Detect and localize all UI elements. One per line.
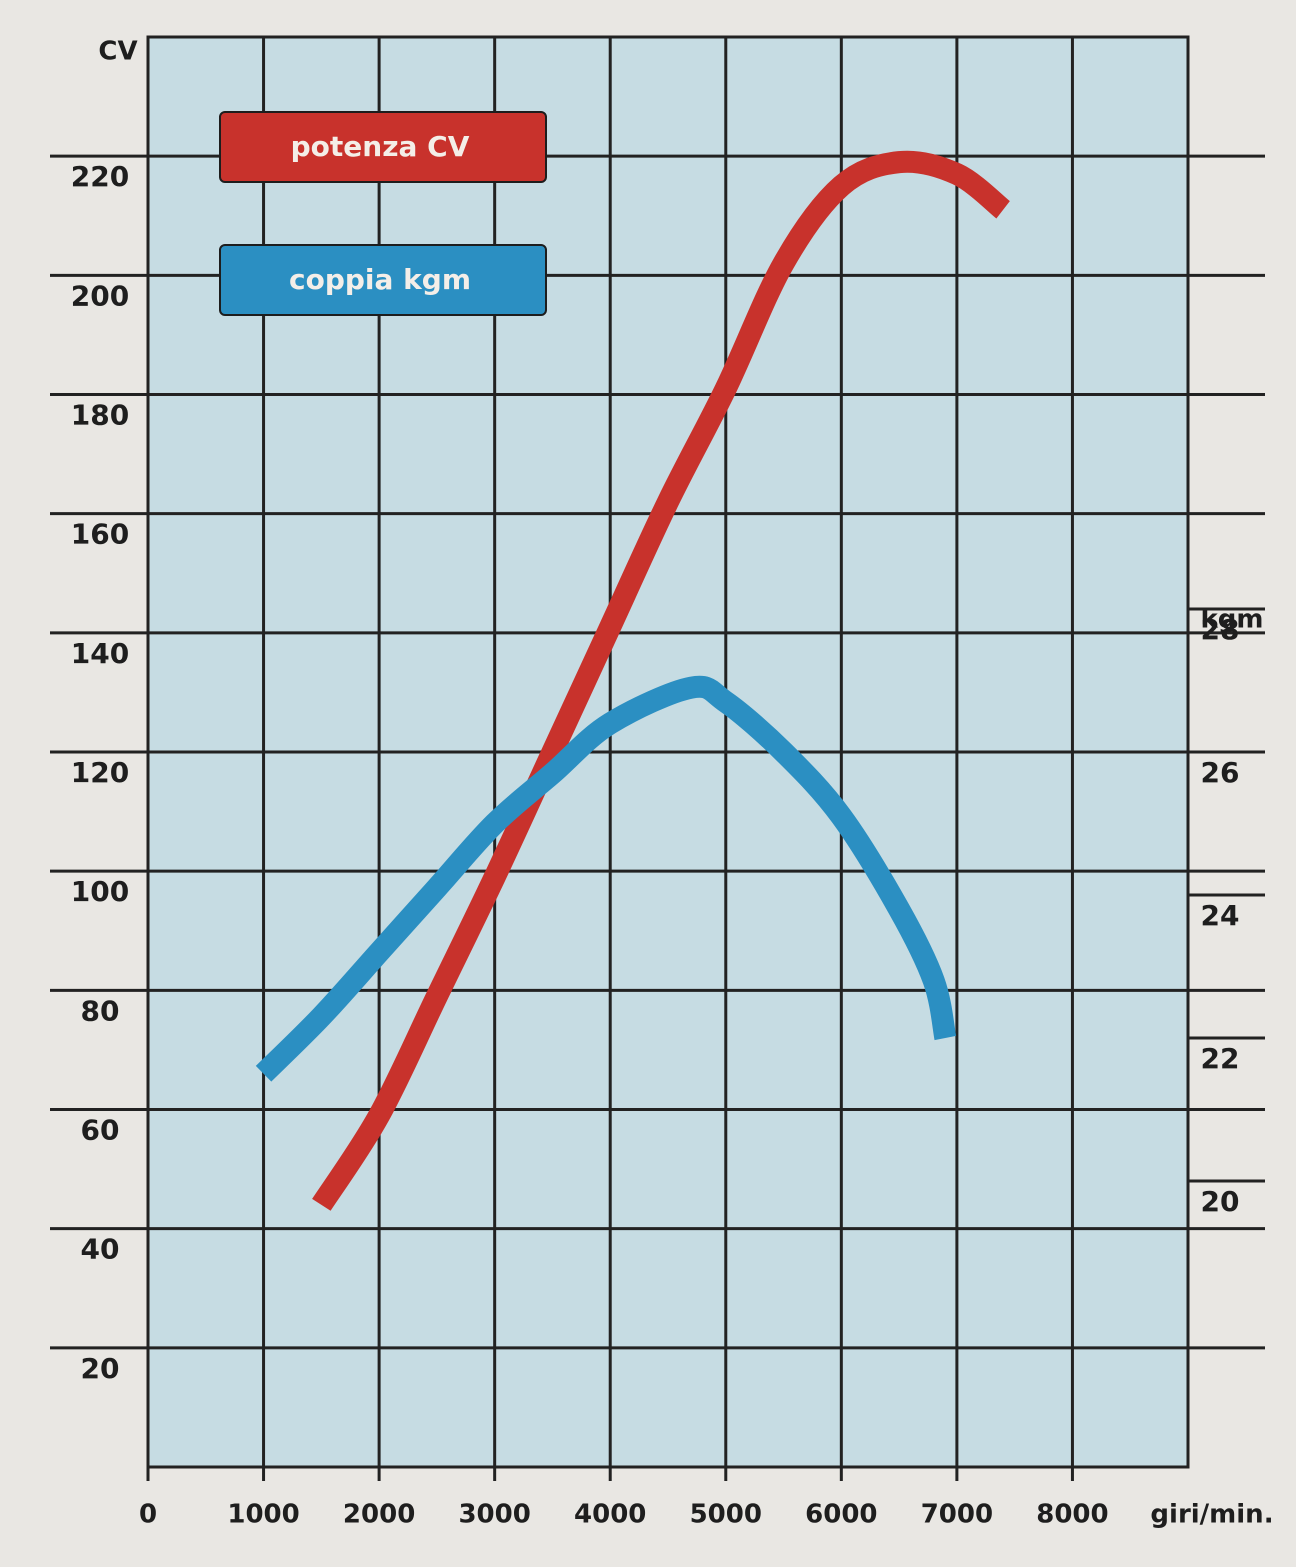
x-tick-label: 5000 — [690, 1500, 762, 1530]
y-axis-label: CV — [98, 37, 137, 67]
y2-tick-label: 22 — [1201, 1042, 1240, 1075]
series-line — [312, 150, 1011, 1211]
x-tick-label: 8000 — [1036, 1500, 1108, 1530]
x-tick-label: 0 — [139, 1500, 157, 1530]
legend-swatch — [219, 244, 547, 316]
y-tick-label: 80 — [81, 994, 120, 1027]
x-tick-label: 2000 — [343, 1500, 415, 1530]
x-tick-label: 1000 — [227, 1500, 299, 1530]
x-tick-label: 7000 — [921, 1500, 993, 1530]
legend-label: coppia kgm — [289, 263, 471, 296]
x-tick-label: 3000 — [458, 1500, 530, 1530]
legend-swatch — [219, 111, 547, 183]
legend-label: potenza CV — [291, 130, 470, 163]
x-tick-label: 6000 — [805, 1500, 877, 1530]
y-tick-label: 200 — [71, 279, 129, 312]
y-tick-label: 220 — [71, 160, 129, 193]
y2-tick-label: 28 — [1201, 613, 1240, 646]
y2-tick-label: 24 — [1201, 899, 1240, 932]
series-line — [255, 675, 957, 1082]
y-tick-label: 160 — [71, 518, 129, 551]
y2-tick-label: 20 — [1201, 1185, 1240, 1218]
y-tick-label: 140 — [71, 637, 129, 670]
y-tick-label: 100 — [71, 875, 129, 908]
y2-tick-label: 26 — [1201, 756, 1240, 789]
y-tick-label: 60 — [81, 1114, 120, 1147]
x-tick-label: 4000 — [574, 1500, 646, 1530]
y-tick-label: 180 — [71, 399, 129, 432]
y-tick-label: 40 — [81, 1233, 120, 1266]
y-tick-label: 20 — [81, 1352, 120, 1385]
y-tick-label: 120 — [71, 756, 129, 789]
x-axis-label: giri/min. — [1150, 1500, 1273, 1530]
